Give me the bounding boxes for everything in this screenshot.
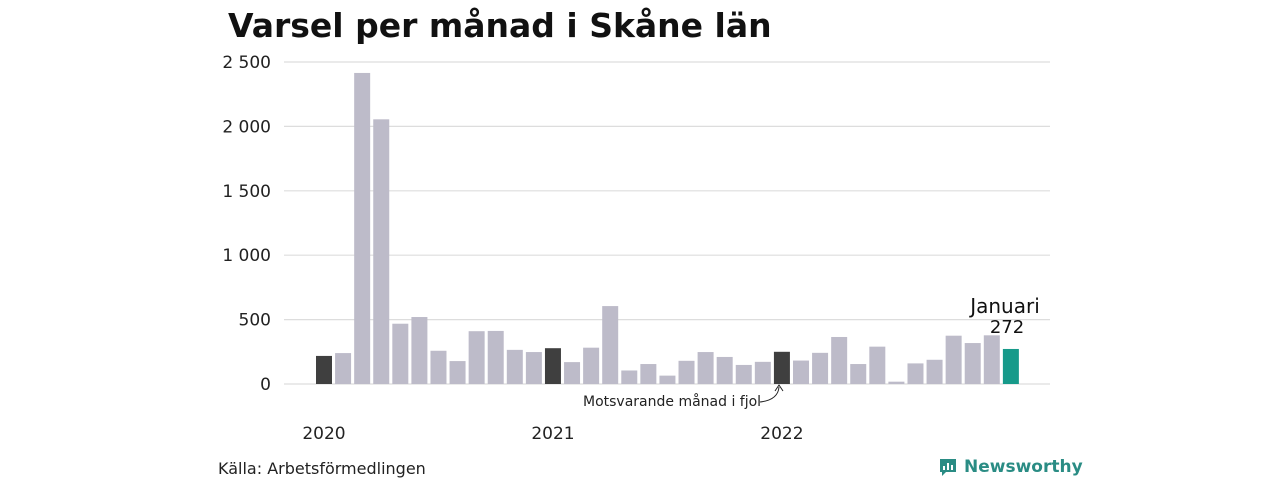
x-year-label: 2021 [531,424,574,444]
current-month-label: Januari [968,294,1040,318]
bar [449,361,466,384]
bar [564,362,581,384]
bar [468,331,485,384]
bar [678,360,695,384]
bar [716,356,733,384]
bar [583,347,600,384]
y-axis-tick-labels: 0 500 1 000 1 500 2 000 2 500 [222,53,271,395]
bar [525,352,542,384]
prior-year-arrowhead [774,384,784,392]
bar [831,336,848,384]
bar [945,335,962,384]
bar [487,330,504,384]
bar [640,364,657,384]
bar-prior-year [544,348,561,384]
x-axis-year-labels: 2020 2021 2022 [302,424,803,444]
prior-year-annotation: Motsvarande månad i fjol [583,393,761,410]
brand-logo: Newsworthy [938,457,1083,477]
bar-prior-year [773,351,790,384]
bar [354,72,371,384]
bar [812,352,829,384]
bar [850,364,867,384]
bar [735,364,752,384]
current-value-label: 272 [990,317,1024,338]
bar [888,381,905,384]
y-tick-label: 0 [260,375,271,395]
y-tick-label: 2 500 [222,53,271,73]
bar [335,353,352,384]
bar [754,361,771,384]
bar-prior-year [316,355,332,384]
bar [506,349,523,384]
brand-name: Newsworthy [964,457,1083,477]
y-tick-label: 2 000 [222,117,271,137]
bar [430,350,447,384]
y-tick-label: 1 500 [222,182,271,202]
source-note: Källa: Arbetsförmedlingen [218,459,426,478]
bar [411,317,428,384]
x-year-label: 2020 [302,424,345,444]
x-year-label: 2022 [760,424,803,444]
bar [602,306,619,384]
newsworthy-logo-icon [940,459,956,476]
bar [964,343,981,384]
bar [907,363,924,384]
annotations: Januari 272 Motsvarande månad i fjol [583,294,1040,410]
y-tick-label: 1 000 [222,246,271,266]
bar [697,352,714,384]
prior-year-arrow [759,386,780,403]
bar [793,360,809,384]
bar-current [1002,348,1019,384]
bar [621,370,638,384]
chart-title: Varsel per månad i Skåne län [228,6,772,45]
bars [316,72,1019,384]
bar [869,346,886,384]
bar [926,359,943,384]
bar [373,119,390,384]
y-tick-label: 500 [239,311,271,331]
bar [983,335,1000,384]
bar [659,375,676,384]
bar [392,323,409,384]
